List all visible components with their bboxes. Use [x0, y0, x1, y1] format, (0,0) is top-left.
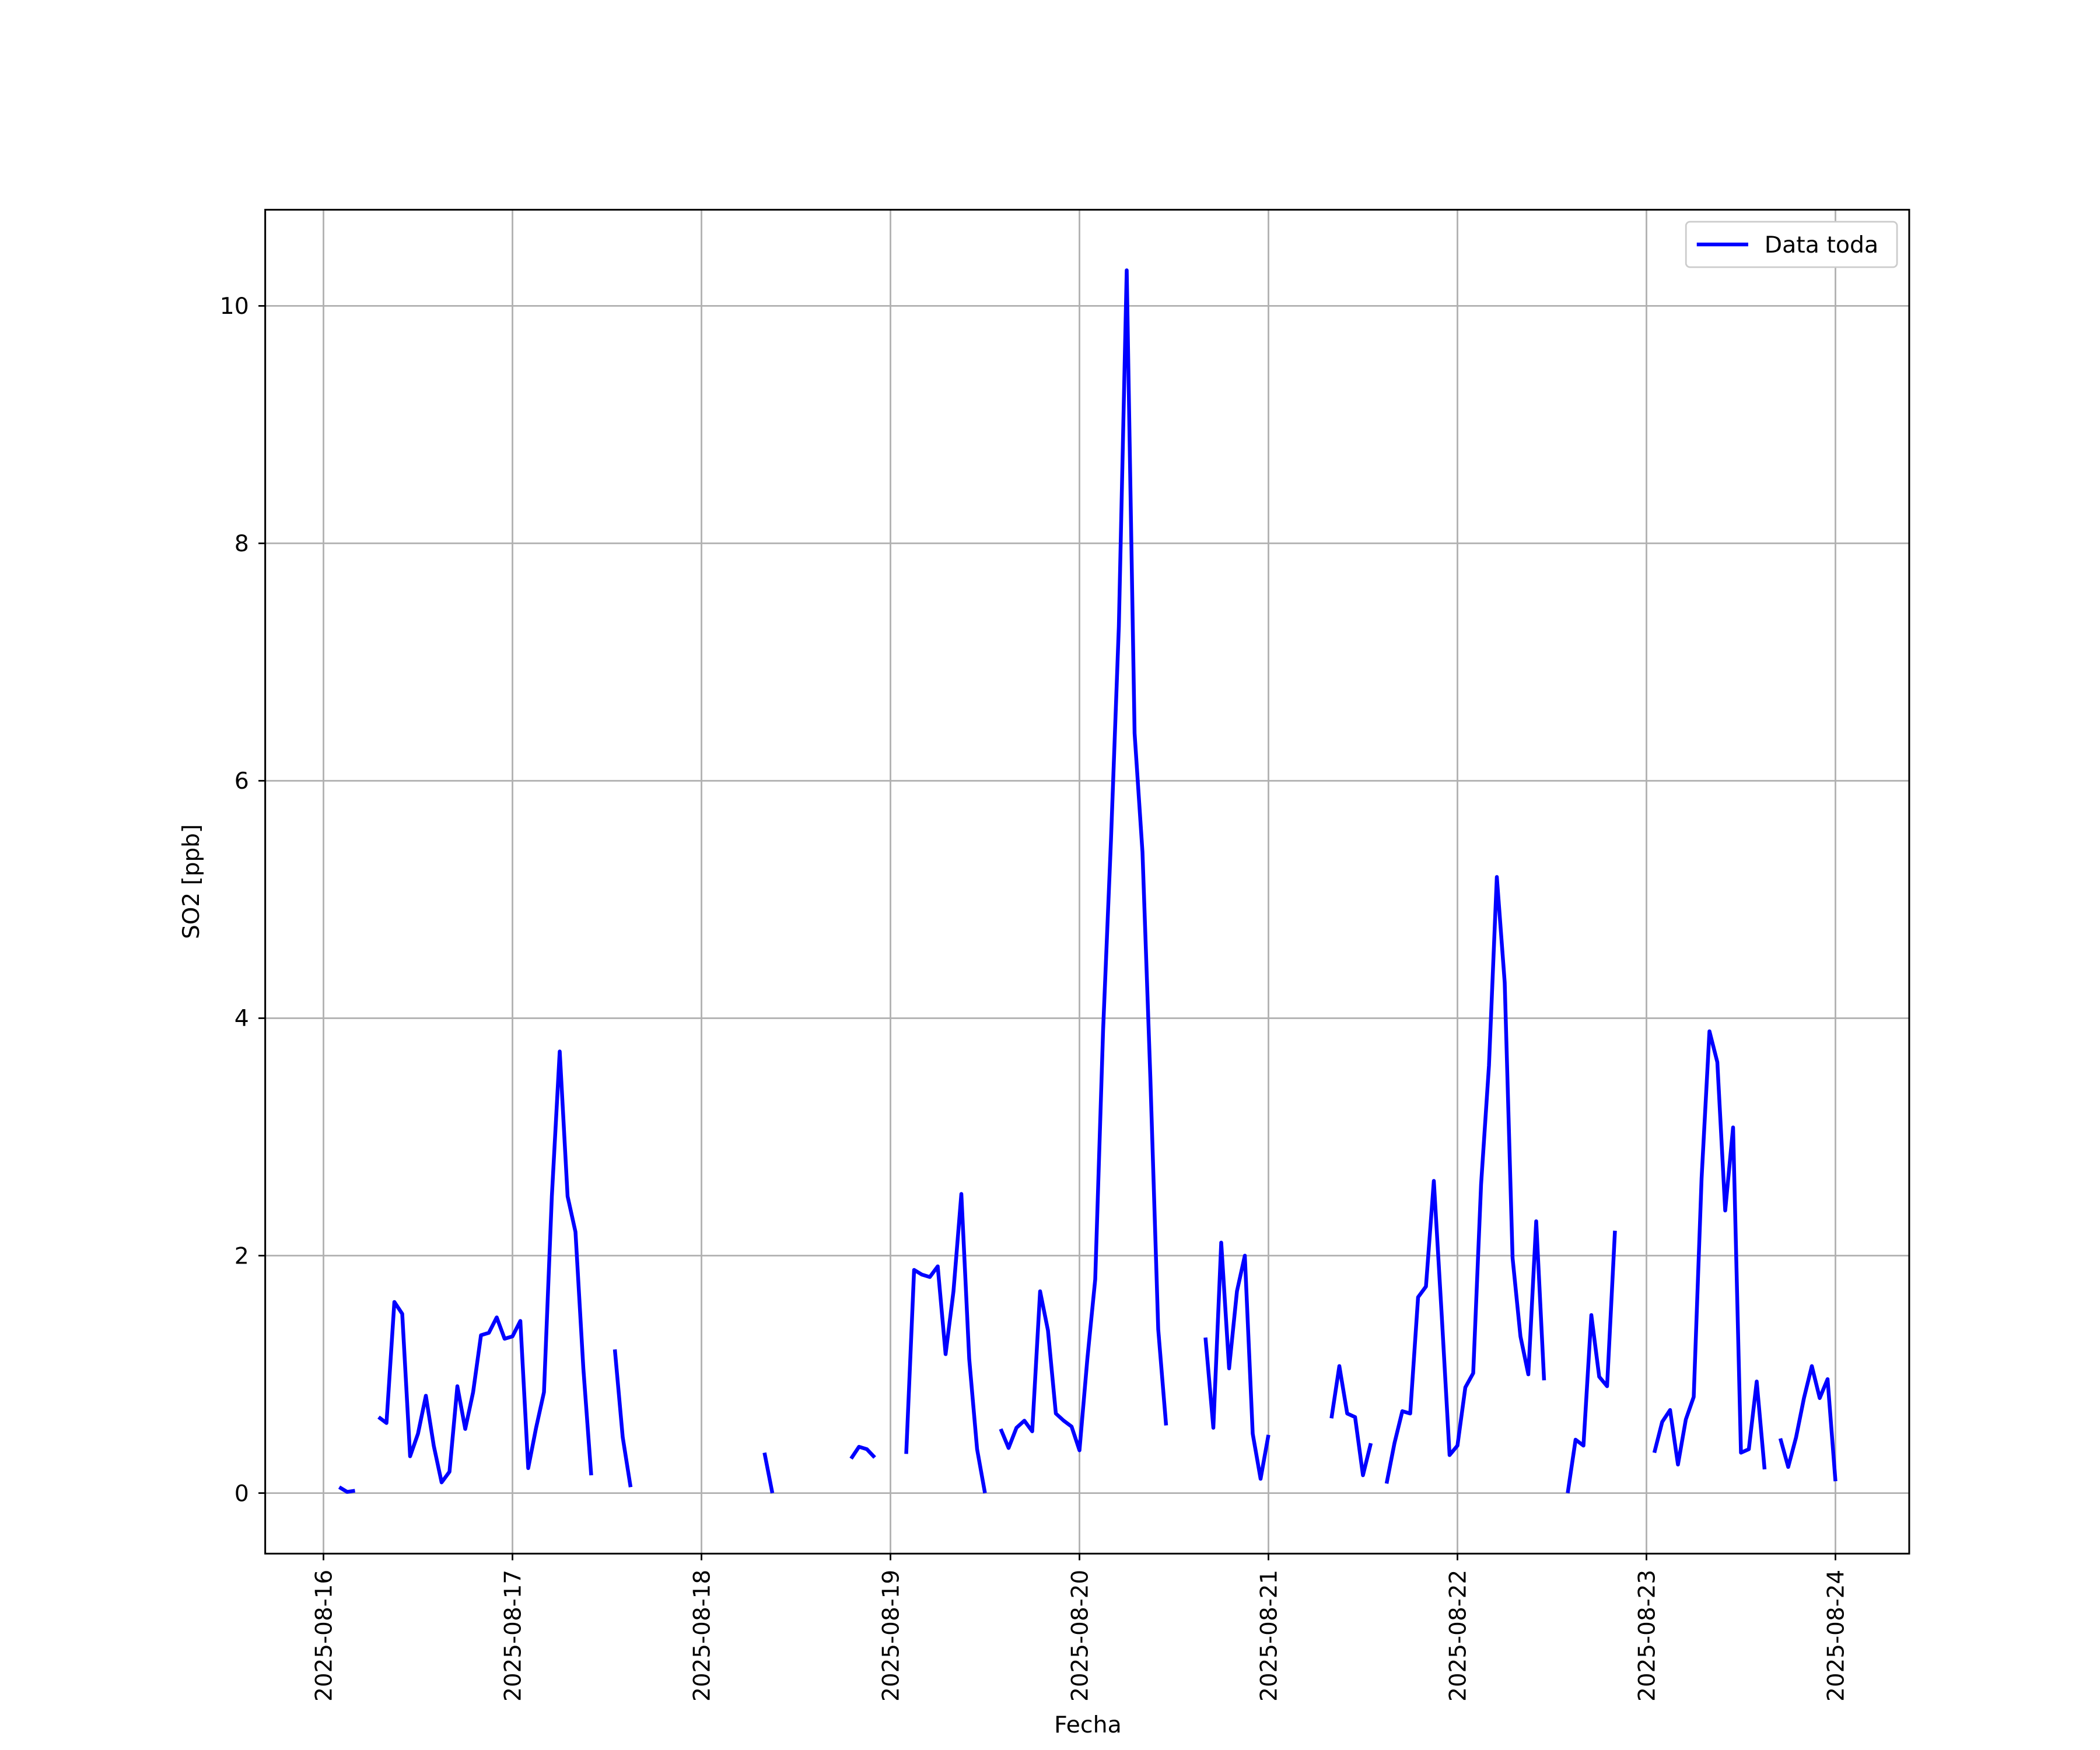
legend: Data toda — [1685, 220, 1898, 268]
y-tick-label: 4 — [235, 1006, 249, 1032]
data-line — [338, 268, 1838, 1494]
x-axis-label: Fecha — [1054, 1712, 1122, 1738]
x-tick-label: 2025-08-18 — [689, 1570, 715, 1702]
x-tick-label: 2025-08-22 — [1445, 1570, 1471, 1702]
legend-box — [1685, 220, 1898, 268]
x-tick-label: 2025-08-17 — [500, 1570, 526, 1702]
y-tick-label: 6 — [235, 768, 249, 794]
y-tick-label: 0 — [235, 1481, 249, 1507]
x-tick-label: 2025-08-20 — [1067, 1570, 1093, 1702]
legend-label: Data toda — [1765, 232, 1878, 258]
y-tick-label: 10 — [220, 293, 249, 320]
y-axis-label: SO2 [ppb] — [178, 824, 205, 939]
x-tick-label: 2025-08-19 — [878, 1570, 904, 1702]
plot-frame — [264, 209, 1910, 1555]
y-tick-label: 2 — [235, 1243, 249, 1269]
x-tick-label: 2025-08-24 — [1823, 1570, 1849, 1702]
x-tick-label: 2025-08-21 — [1256, 1570, 1282, 1702]
x-tick-label: 2025-08-23 — [1634, 1570, 1660, 1702]
x-tick-label: 2025-08-16 — [311, 1570, 337, 1702]
y-tick-label: 8 — [235, 531, 249, 557]
